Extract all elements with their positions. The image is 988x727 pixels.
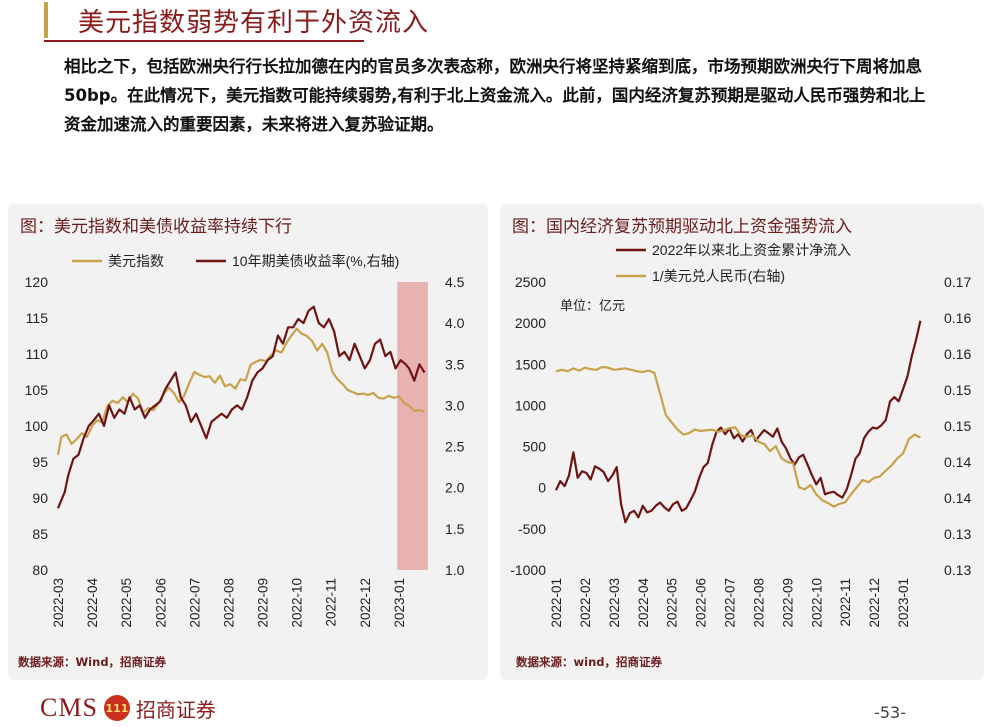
x-tick-label: 2022-02 — [578, 578, 593, 628]
right-chart-panel: 图：国内经济复苏预期驱动北上资金强势流入 -1000 -500 0 500 1000 15… — [500, 204, 984, 680]
x-tick-label: 2022-05 — [665, 578, 680, 628]
brand-cn-text: 招商证券 — [135, 697, 216, 722]
series-line-1 — [555, 320, 922, 524]
x-tick-label: 2023-01 — [896, 578, 911, 628]
legend-label-2: 1/美元兑人民币(右轴) — [652, 268, 785, 284]
y-right-tick-label: 3.5 — [445, 356, 465, 372]
footer-logo: CMS 111 招商证券 — [40, 692, 216, 724]
y-right-tick-label: 3.0 — [445, 397, 465, 413]
x-tick-label: 2022-09 — [256, 578, 271, 628]
y-left-tick-label: 115 — [26, 310, 49, 326]
page-number: -53- — [874, 703, 906, 722]
y-left-tick-label: 80 — [32, 562, 48, 578]
unit-label: 单位：亿元 — [560, 298, 625, 313]
x-tick-label: 2022-08 — [751, 578, 766, 628]
x-tick-label: 2022-06 — [694, 578, 709, 628]
x-tick-label: 2022-10 — [809, 578, 824, 628]
y-left-tick-label: 90 — [32, 490, 48, 506]
y-right-tick-label: 4.5 — [445, 274, 465, 290]
right-chart-title: 图：国内经济复苏预期驱动北上资金强势流入 — [512, 217, 852, 237]
y-right-tick-label: 1.0 — [445, 562, 465, 578]
right-chart-source: 数据来源：wind，招商证券 — [516, 655, 662, 669]
y-right-tick-label: 2.0 — [445, 480, 465, 496]
highlight-band — [397, 282, 428, 570]
legend-label-1: 美元指数 — [108, 253, 164, 269]
y-right-tick-label: 0.14 — [944, 490, 971, 506]
y-left-tick-label: 1000 — [515, 397, 546, 413]
left-chart-title: 图：美元指数和美债收益率持续下行 — [20, 217, 292, 237]
y-left-tick-label: 100 — [25, 418, 49, 434]
brand-text: CMS — [40, 693, 98, 722]
x-tick-label: 2022-01 — [549, 578, 564, 628]
x-tick-label: 2022-12 — [867, 578, 882, 628]
series-line-2 — [555, 365, 921, 508]
y-right-tick-label: 0.14 — [944, 454, 971, 470]
y-right-tick-label: 0.13 — [944, 526, 971, 542]
y-left-tick-label: -500 — [518, 521, 546, 537]
y-left-tick-label: 85 — [32, 526, 48, 542]
x-tick-label: 2022-04 — [636, 578, 651, 628]
x-tick-label: 2022-10 — [290, 578, 305, 628]
y-left-tick-label: 95 — [32, 454, 48, 470]
legend-label-2: 10年期美债收益率(%,右轴) — [232, 253, 399, 269]
y-right-tick-label: 4.0 — [445, 315, 465, 331]
x-tick-label: 2022-03 — [51, 578, 66, 628]
y-left-tick-label: 0 — [538, 480, 546, 496]
y-right-tick-label: 2.5 — [445, 439, 465, 455]
left-chart-source: 数据来源：Wind，招商证券 — [18, 655, 167, 669]
y-left-tick-label: 1500 — [515, 356, 546, 372]
title-underline — [44, 40, 364, 42]
y-left-tick-label: 105 — [25, 382, 49, 398]
x-tick-label: 2022-07 — [723, 578, 738, 628]
left-chart-panel: 图：美元指数和美债收益率持续下行 80 85 90 95 100 105 110 115 120… — [8, 204, 488, 680]
x-tick-label: 2022-07 — [187, 578, 202, 628]
legend-label-1: 2022年以来北上资金累计净流入 — [652, 242, 851, 258]
left-chart-svg: 80 85 90 95 100 105 110 115 120 1.0 1.5 2.0 2.5 3.0 3.… — [25, 253, 465, 628]
y-right-tick-label: 0.16 — [944, 346, 971, 362]
x-tick-label: 2023-01 — [392, 578, 407, 628]
series-line-2 — [56, 305, 426, 509]
right-chart-svg: -1000 -500 0 500 1000 1500 2000 2500 0.13 0.13 0.1… — [510, 242, 971, 628]
y-left-tick-label: 120 — [25, 274, 49, 290]
x-tick-label: 2022-05 — [119, 578, 134, 628]
y-left-tick-label: 2500 — [515, 274, 546, 290]
y-left-tick-label: 500 — [523, 439, 547, 455]
y-right-tick-label: 0.15 — [944, 382, 971, 398]
x-tick-label: 2022-04 — [85, 578, 100, 628]
brand-badge-icon: 111 — [103, 695, 130, 721]
y-left-tick-label: -1000 — [510, 562, 546, 578]
y-right-tick-label: 0.13 — [944, 562, 971, 578]
y-right-tick-label: 1.5 — [445, 521, 465, 537]
y-left-tick-label: 2000 — [515, 315, 546, 331]
x-tick-label: 2022-12 — [358, 578, 373, 628]
x-tick-label: 2022-09 — [780, 578, 795, 628]
x-tick-label: 2022-03 — [607, 578, 622, 628]
y-left-tick-label: 110 — [26, 346, 49, 362]
page-title: 美元指数弱势有利于外资流入 — [78, 8, 430, 38]
y-right-tick-label: 0.16 — [944, 310, 971, 326]
y-right-tick-label: 0.15 — [944, 418, 971, 434]
x-tick-label: 2022-11 — [324, 578, 339, 627]
title-accent-bar — [44, 2, 48, 38]
x-tick-label: 2022-11 — [838, 578, 853, 627]
x-tick-label: 2022-08 — [221, 578, 236, 628]
y-right-tick-label: 0.17 — [944, 274, 971, 290]
x-tick-label: 2022-06 — [153, 578, 168, 628]
series-line-1 — [56, 327, 425, 456]
body-paragraph: 相比之下，包括欧洲央行行长拉加德在内的官员多次表态称，欧洲央行将坚持紧缩到底，市… — [64, 57, 926, 134]
